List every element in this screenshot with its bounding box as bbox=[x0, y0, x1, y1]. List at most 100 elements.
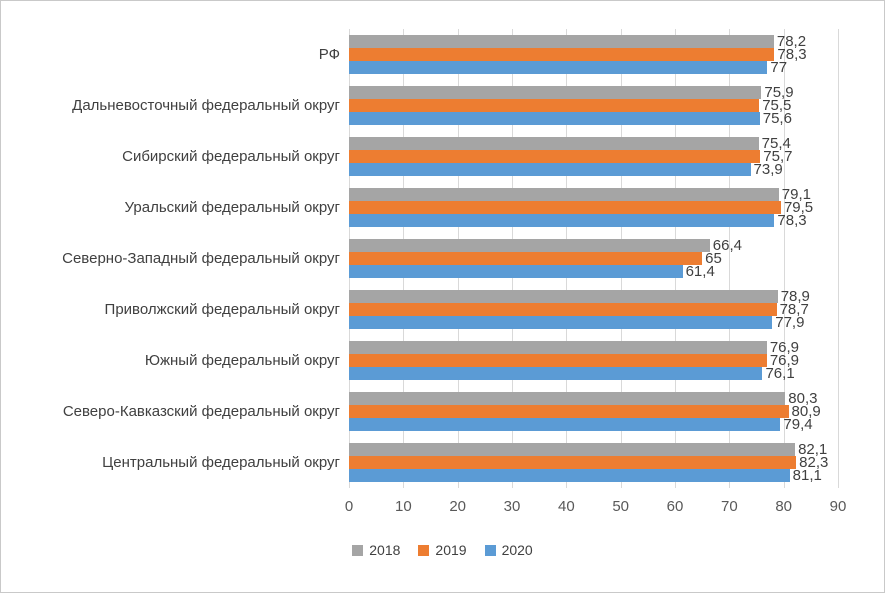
bar-2019 bbox=[349, 456, 797, 469]
bar-group: 80,3 80,9 79,4 bbox=[349, 386, 838, 437]
data-label: 73,9 bbox=[753, 161, 783, 178]
data-label: 75,9 bbox=[764, 84, 794, 101]
data-label: 61,4 bbox=[685, 263, 715, 280]
legend-label: 2019 bbox=[435, 542, 467, 558]
category-label: Уральский федеральный округ bbox=[124, 199, 340, 216]
plot-main: РФ Дальневосточный федеральный округ Сибир… bbox=[1, 29, 884, 488]
bar-2018 bbox=[349, 188, 779, 201]
bar-group: 66,4 65 61,4 bbox=[349, 233, 838, 284]
bar-row: 75,5 bbox=[349, 97, 838, 114]
bar-2020 bbox=[349, 418, 781, 431]
bar-row: 79,5 bbox=[349, 200, 838, 215]
bar-row: 78,7 bbox=[349, 301, 838, 318]
x-tick-label: 70 bbox=[720, 498, 738, 515]
bar-2020 bbox=[349, 214, 775, 227]
bar-row: 79,1 bbox=[349, 186, 838, 203]
bar-group: 75,4 75,7 73,9 bbox=[349, 131, 838, 182]
data-label: 78,9 bbox=[780, 288, 810, 305]
x-tick-label: 20 bbox=[449, 498, 466, 515]
category-label: Приволжский федеральный округ bbox=[104, 301, 340, 318]
bar-row: 65 bbox=[349, 251, 838, 266]
bar-groups: 78,2 78,3 77 75,9 75,5 75,6 75,4 75,7 73,9 79,1 79… bbox=[349, 29, 838, 488]
bar-group: 78,2 78,3 77 bbox=[349, 29, 838, 80]
bar-2020 bbox=[349, 469, 790, 482]
bar-row: 75,9 bbox=[349, 84, 838, 101]
gridline bbox=[838, 29, 839, 488]
category-label: Южный федеральный округ bbox=[144, 352, 340, 369]
bar-row: 77 bbox=[349, 59, 838, 76]
bar-row: 80,3 bbox=[349, 390, 838, 407]
bar-row: 61,4 bbox=[349, 263, 838, 280]
bar-row: 76,1 bbox=[349, 366, 838, 381]
data-label: 75,5 bbox=[762, 97, 792, 114]
bar-row: 78,9 bbox=[349, 288, 838, 305]
category-label: Северо-Кавказский федеральный округ bbox=[62, 403, 340, 420]
legend-label: 2018 bbox=[369, 542, 401, 558]
x-tick-label: 40 bbox=[557, 498, 575, 515]
data-label: 82,1 bbox=[798, 441, 828, 458]
category-label: Северно-Западный федеральный округ bbox=[62, 250, 340, 267]
legend-swatch bbox=[484, 544, 496, 556]
bar-row: 82,3 bbox=[349, 455, 838, 470]
bar-2019 bbox=[349, 405, 789, 418]
bar-group: 76,9 76,9 76,1 bbox=[349, 335, 838, 386]
data-label: 77 bbox=[770, 59, 788, 76]
data-label: 81,1 bbox=[792, 467, 822, 484]
bar-group: 79,1 79,5 78,3 bbox=[349, 182, 838, 233]
x-tick-label: 30 bbox=[503, 498, 521, 515]
data-label: 78,2 bbox=[776, 33, 807, 50]
data-label: 80,9 bbox=[791, 403, 821, 420]
data-label: 78,3 bbox=[777, 46, 807, 63]
bar-2018 bbox=[349, 392, 786, 405]
bar-row: 76,9 bbox=[349, 353, 838, 368]
bar-row: 78,2 bbox=[349, 33, 838, 50]
bar-2020 bbox=[349, 367, 763, 380]
bar-2020 bbox=[349, 112, 760, 125]
x-axis: 0 10 20 30 40 50 60 70 80 90 bbox=[345, 498, 847, 518]
data-label: 66,4 bbox=[712, 237, 742, 254]
bar-2018 bbox=[349, 86, 762, 99]
legend-swatch bbox=[352, 544, 364, 556]
data-label: 79,1 bbox=[781, 186, 811, 203]
bar-row: 66,4 bbox=[349, 237, 838, 254]
x-tick-label: 50 bbox=[612, 498, 629, 515]
x-tick-label: 90 bbox=[829, 498, 847, 515]
category-label: РФ bbox=[318, 46, 340, 63]
bar-row: 75,7 bbox=[349, 149, 838, 164]
bar-group: 78,9 78,7 77,9 bbox=[349, 284, 838, 335]
bar-row: 73,9 bbox=[349, 161, 838, 178]
legend: 2018 2019 2020 bbox=[1, 542, 884, 558]
category-labels: РФ Дальневосточный федеральный округ Сибир… bbox=[1, 29, 349, 488]
data-label: 75,4 bbox=[761, 135, 791, 152]
x-tick-label: 60 bbox=[666, 498, 684, 515]
data-label: 75,6 bbox=[762, 110, 792, 127]
data-label: 78,7 bbox=[779, 301, 809, 318]
bar-row: 78,3 bbox=[349, 46, 838, 63]
bar-2020 bbox=[349, 61, 768, 74]
legend-label: 2020 bbox=[501, 542, 533, 558]
data-label: 76,9 bbox=[769, 339, 800, 356]
data-label: 80,3 bbox=[788, 390, 818, 407]
bar-row: 79,4 bbox=[349, 417, 838, 432]
bar-2018 bbox=[349, 137, 759, 150]
bar-2019 bbox=[349, 48, 775, 61]
legend-item-2018: 2018 bbox=[352, 542, 400, 558]
bar-2019 bbox=[349, 99, 760, 112]
bar-row: 80,9 bbox=[349, 403, 838, 420]
bar-2018 bbox=[349, 290, 778, 303]
data-label: 78,3 bbox=[777, 212, 807, 229]
legend-item-2019: 2019 bbox=[418, 542, 467, 558]
x-tick-label: 10 bbox=[394, 498, 412, 515]
category-label: Дальневосточный федеральный округ bbox=[72, 97, 340, 114]
bar-2019 bbox=[349, 252, 703, 265]
x-tick-label: 0 bbox=[344, 498, 354, 515]
bar-row: 76,9 bbox=[349, 339, 838, 356]
category-label: Центральный федеральный округ bbox=[102, 454, 340, 471]
bar-2018 bbox=[349, 35, 774, 48]
bar-row: 81,1 bbox=[349, 467, 838, 484]
bar-2019 bbox=[349, 201, 781, 214]
gridline bbox=[729, 29, 731, 488]
bar-row: 78,3 bbox=[349, 212, 838, 229]
bar-2019 bbox=[349, 150, 761, 163]
bar-group: 75,9 75,5 75,6 bbox=[349, 80, 838, 131]
